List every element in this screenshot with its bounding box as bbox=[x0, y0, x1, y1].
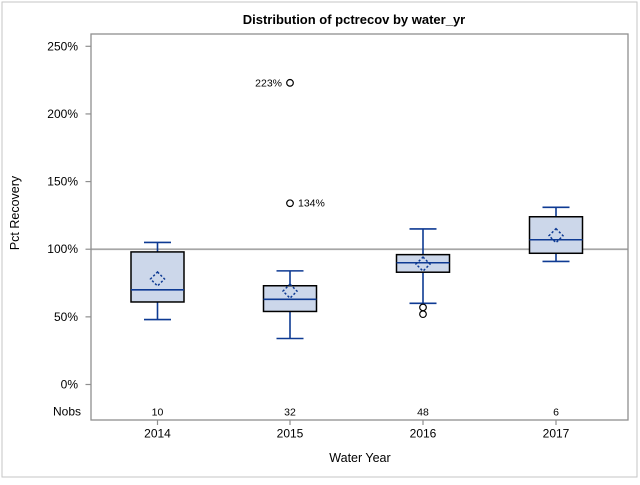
chart-title: Distribution of pctrecov by water_yr bbox=[243, 12, 466, 27]
iqr-box-2014 bbox=[130, 251, 185, 303]
x-axis-tick-label-2015: 2015 bbox=[277, 427, 304, 441]
nobs-value-2017: 6 bbox=[553, 407, 559, 419]
outlier-label-2015: 223% bbox=[255, 77, 282, 89]
nobs-value-2015: 32 bbox=[284, 407, 296, 419]
y-axis-tick-label: 0% bbox=[61, 378, 79, 392]
iqr-box-2017 bbox=[528, 216, 584, 255]
nobs-value-2014: 10 bbox=[152, 407, 164, 419]
x-axis-title: Water Year bbox=[329, 451, 390, 465]
y-axis-tick-label: 250% bbox=[47, 39, 78, 53]
plot-frame bbox=[90, 33, 629, 421]
y-axis-tick-label: 50% bbox=[54, 310, 78, 324]
y-axis-tick-label: 150% bbox=[47, 175, 78, 189]
x-axis-tick-label-2014: 2014 bbox=[144, 427, 171, 441]
x-axis-tick-label-2016: 2016 bbox=[410, 427, 437, 441]
outlier-marker-2016 bbox=[419, 310, 427, 319]
outlier-label-2015: 134% bbox=[298, 198, 325, 210]
plot-area: 0% 50% 100% 150% 200% 250% 10 2014 223% 134% 32 201… bbox=[47, 33, 629, 441]
nobs-row-label: Nobs bbox=[53, 405, 81, 419]
nobs-value-2016: 48 bbox=[417, 407, 429, 419]
y-axis-title: Pct Recovery bbox=[8, 175, 22, 250]
outlier-marker-2015 bbox=[286, 78, 294, 87]
outlier-marker-2016 bbox=[419, 303, 427, 312]
figure-border bbox=[1, 1, 638, 478]
y-axis-tick-label: 100% bbox=[47, 242, 78, 256]
x-axis-tick-label-2017: 2017 bbox=[543, 427, 570, 441]
y-axis-tick-label: 200% bbox=[47, 107, 78, 121]
outlier-marker-2015 bbox=[286, 199, 294, 208]
